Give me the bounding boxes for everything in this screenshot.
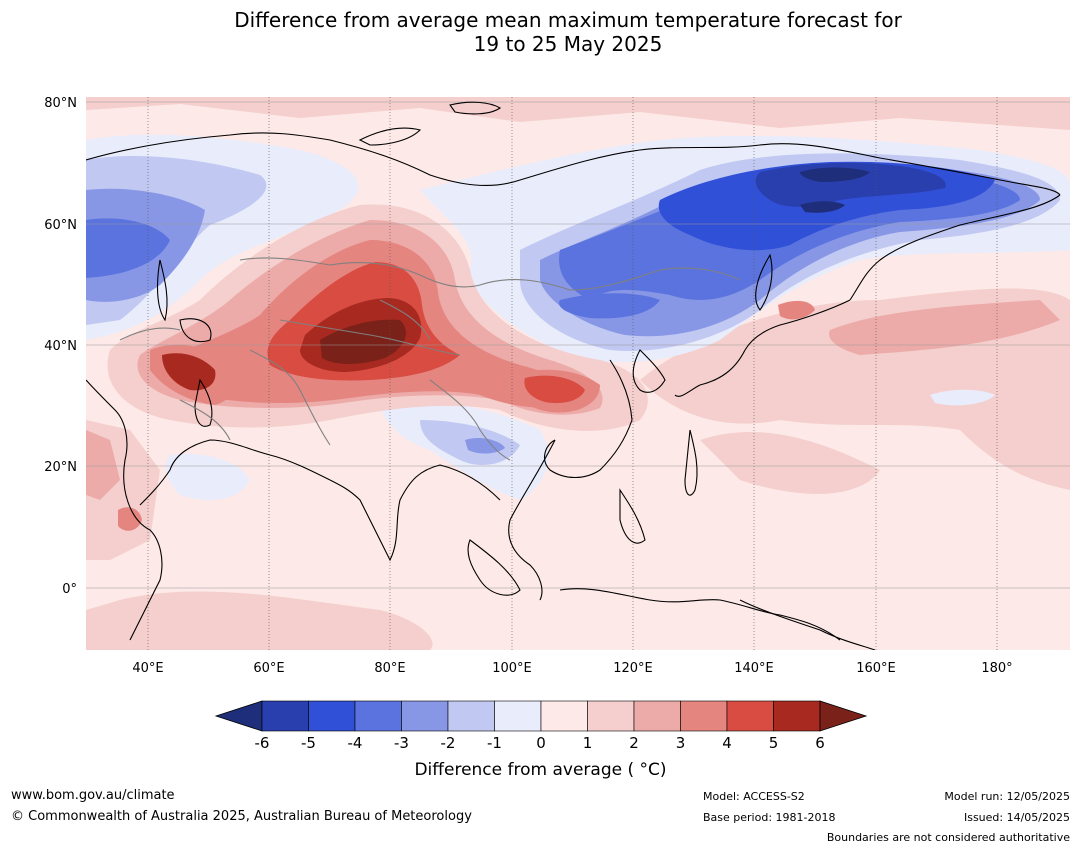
anomaly-cool-mongolia	[559, 293, 660, 319]
colorbar-swatch	[308, 700, 356, 732]
anomaly-warm-west-pacific	[700, 431, 880, 494]
lat-label-0: 0°	[62, 582, 77, 597]
lon-label-120e: 120°E	[613, 661, 653, 676]
colorbar-swatch	[773, 700, 821, 732]
lon-label-100e: 100°E	[492, 661, 532, 676]
colorbar-tick-label: -2	[441, 734, 456, 752]
lon-label-80e: 80°E	[374, 661, 405, 676]
lat-label-20n: 20°N	[44, 460, 77, 475]
coastlines	[86, 101, 1061, 650]
anomaly-warm-band-north	[86, 97, 1070, 130]
lon-label-180: 180°	[981, 661, 1012, 676]
lat-label-60n: 60°N	[44, 218, 77, 233]
anomaly-cool-west-4	[86, 218, 170, 278]
colorbar: -6 -5 -4 -3 -2 -1 0 1 2 3 4 5 6	[214, 700, 868, 752]
colorbar-tick-label: -4	[348, 734, 363, 752]
colorbar-ticks: -6 -5 -4 -3 -2 -1 0 1 2 3 4 5 6	[255, 734, 825, 752]
colorbar-swatch	[587, 700, 635, 732]
longitude-axis: 40°E 60°E 80°E 100°E 120°E 140°E 160°E 1…	[132, 661, 1012, 676]
latitude-axis: 80°N 60°N 40°N 20°N 0°	[44, 96, 77, 597]
colorbar-swatch	[261, 700, 309, 732]
anomaly-warm-indian-ocean	[86, 591, 433, 650]
colorbar-tick-label: 0	[536, 734, 546, 752]
colorbar-tick-label: 3	[676, 734, 686, 752]
footer-url: www.bom.gov.au/climate	[11, 788, 175, 803]
map-title: Difference from average mean maximum tem…	[0, 8, 1081, 56]
colorbar-tick-label: -1	[487, 734, 502, 752]
political-borders	[119, 257, 741, 461]
temperature-anomaly-map: 80°N 60°N 40°N 20°N 0° 40°E 60°E 80°E 10…	[44, 96, 1070, 676]
lon-label-60e: 60°E	[253, 661, 284, 676]
colorbar-tick-label: 1	[583, 734, 593, 752]
footer-model-run: Model run: 12/05/2025	[944, 790, 1070, 803]
footer-model: Model: ACCESS-S2	[703, 790, 805, 803]
colorbar-tick-label: 6	[815, 734, 825, 752]
anomaly-cool-pacific-small	[930, 389, 995, 406]
lon-label-140e: 140°E	[734, 661, 774, 676]
footer-disclaimer: Boundaries are not considered authoritat…	[826, 831, 1070, 844]
anomaly-warm-pacific-inner	[829, 300, 1060, 355]
colorbar-swatches	[214, 700, 868, 732]
anomaly-warm-japan-sea	[778, 300, 815, 320]
title-line-2: 19 to 25 May 2025	[473, 32, 663, 56]
anomaly-warm-africa-inner	[86, 430, 120, 500]
footer-base-period: Base period: 1981-2018	[703, 811, 836, 824]
colorbar-extension-low	[214, 700, 263, 732]
latitude-lines	[86, 101, 1070, 589]
lon-label-40e: 40°E	[132, 661, 163, 676]
colorbar-tick-label: 5	[769, 734, 779, 752]
anomaly-cool-tibet-3	[465, 437, 505, 454]
colorbar-swatch	[680, 700, 728, 732]
colorbar-label: Difference from average ( °C)	[414, 760, 667, 780]
colorbar-swatch	[726, 700, 774, 732]
colorbar-tick-label: 4	[722, 734, 732, 752]
lat-label-80n: 80°N	[44, 96, 77, 111]
colorbar-tick-label: -6	[255, 734, 270, 752]
anomaly-warm-horn-africa	[118, 507, 142, 531]
colorbar-tick-label: 2	[629, 734, 639, 752]
colorbar-tick-label: -5	[301, 734, 316, 752]
colorbar-swatch	[494, 700, 542, 732]
colorbar-swatch	[447, 700, 495, 732]
footer-copyright: © Commonwealth of Australia 2025, Austra…	[11, 809, 472, 824]
map-field	[86, 97, 1070, 650]
lat-label-40n: 40°N	[44, 339, 77, 354]
colorbar-swatch	[540, 700, 588, 732]
anomaly-cool-arabia	[165, 453, 250, 500]
anomaly-cool-east-core-2	[800, 201, 845, 213]
colorbar-swatch	[354, 700, 402, 732]
footer-issued: Issued: 14/05/2025	[963, 811, 1070, 824]
lon-label-160e: 160°E	[856, 661, 896, 676]
colorbar-extension-high	[819, 700, 868, 732]
title-line-1: Difference from average mean maximum tem…	[234, 8, 902, 32]
colorbar-swatch	[633, 700, 681, 732]
colorbar-tick-label: -3	[394, 734, 409, 752]
anomaly-cool-east-core	[800, 167, 870, 182]
anomaly-warm-china-east-core	[524, 375, 585, 404]
colorbar-swatch	[401, 700, 449, 732]
anomaly-warm-iran-2	[162, 353, 216, 391]
